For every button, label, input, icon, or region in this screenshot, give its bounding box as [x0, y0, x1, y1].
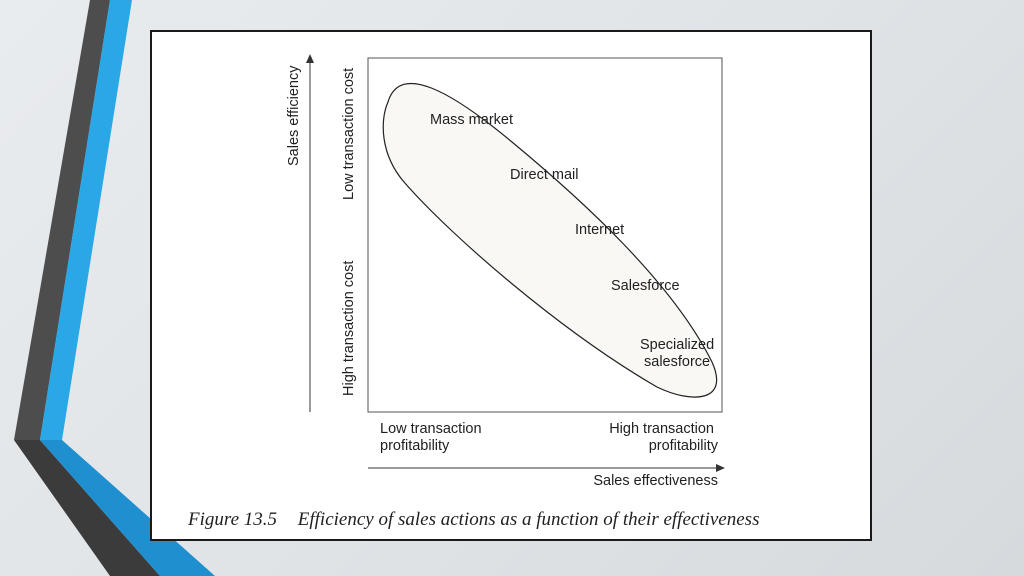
ellipse-region — [382, 83, 718, 398]
y-axis-bottom-label: High transaction cost — [341, 261, 357, 396]
figure-frame: Sales efficiency Low transaction cost Hi… — [150, 30, 872, 541]
dark-stripe — [14, 0, 110, 440]
x-axis-title: Sales effectiveness — [593, 473, 718, 489]
item-specialized-salesforce: Specialized salesforce — [640, 337, 718, 370]
item-direct-mail: Direct mail — [510, 167, 578, 183]
y-axis-top-label: Low transaction cost — [341, 68, 357, 200]
x-right-line-1: High transaction — [609, 421, 714, 437]
plot-box — [367, 57, 723, 413]
x-left-line-2: profitability — [380, 438, 450, 454]
blue-stripe — [40, 0, 132, 440]
caption-number: Figure 13.5 — [187, 509, 277, 530]
figure-caption: Figure 13.5 Efficiency of sales actions … — [187, 509, 759, 530]
item-mass-market: Mass market — [430, 112, 513, 128]
x-right-line-2: profitability — [649, 438, 719, 454]
item-internet: Internet — [575, 222, 624, 238]
sales-efficiency-diagram: Sales efficiency Low transaction cost Hi… — [187, 54, 759, 530]
item-specialized-line-2: salesforce — [644, 354, 710, 370]
x-axis-arrow — [368, 464, 725, 472]
item-specialized-line-1: Specialized — [640, 337, 714, 353]
caption-text: Efficiency of sales actions as a functio… — [297, 509, 760, 530]
x-axis-left-label: Low transaction profitability — [380, 421, 486, 454]
y-axis-arrow — [306, 54, 314, 412]
x-left-line-1: Low transaction — [380, 421, 482, 437]
blue-stripe-lower — [40, 440, 215, 576]
dark-stripe-lower — [14, 440, 160, 576]
y-axis-title: Sales efficiency — [286, 65, 302, 166]
item-salesforce: Salesforce — [611, 278, 680, 294]
x-axis-right-label: High transaction profitability — [609, 421, 719, 454]
